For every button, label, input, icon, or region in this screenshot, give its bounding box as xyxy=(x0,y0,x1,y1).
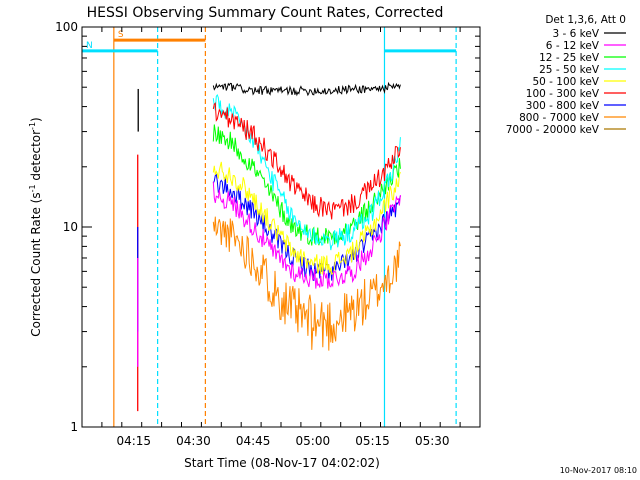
x-tick-label: 04:30 xyxy=(176,434,211,448)
footer-timestamp: 10-Nov-2017 08:10 xyxy=(560,466,637,475)
legend-label: 3 - 6 keV xyxy=(552,28,599,40)
y-tick-label: 100 xyxy=(55,20,78,34)
legend-label: 12 - 25 keV xyxy=(539,52,600,64)
legend-label: 300 - 800 keV xyxy=(526,100,600,112)
legend-label: 25 - 50 keV xyxy=(539,64,600,76)
series-line xyxy=(212,181,401,289)
x-tick-label: 05:00 xyxy=(296,434,331,448)
legend-label: 7000 - 20000 keV xyxy=(506,124,600,136)
legend-title: Det 1,3,6, Att 0 xyxy=(545,14,626,26)
flag-label: S xyxy=(118,30,124,40)
y-tick-label: 10 xyxy=(63,220,78,234)
y-axis: 1 10 100 xyxy=(55,20,480,434)
series-line xyxy=(212,161,401,276)
x-tick-label: 04:45 xyxy=(236,434,271,448)
x-tick-label: 04:15 xyxy=(116,434,151,448)
series-layer xyxy=(137,81,401,412)
chart-title: HESSI Observing Summary Count Rates, Cor… xyxy=(87,5,444,21)
legend-label: 6 - 12 keV xyxy=(546,40,600,52)
flag-label: N xyxy=(86,41,93,51)
series-line xyxy=(212,102,401,220)
series-line xyxy=(212,124,401,247)
legend-label: 100 - 300 keV xyxy=(526,88,600,100)
x-axis-label: Start Time (08-Nov-17 04:02:02) xyxy=(184,456,380,470)
observing-markers: SN xyxy=(82,27,457,427)
x-axis: 04:15 04:30 04:45 05:00 05:15 05:30 xyxy=(101,27,461,448)
series-line xyxy=(212,216,401,351)
x-tick-label: 05:15 xyxy=(355,434,390,448)
legend-label: 50 - 100 keV xyxy=(532,76,599,88)
legend-label: 800 - 7000 keV xyxy=(519,112,600,124)
y-tick-label: 1 xyxy=(70,420,78,434)
series-line xyxy=(212,81,401,97)
y-axis-label: Corrected Count Rate (s-1 detector-1) xyxy=(28,117,43,336)
x-tick-label: 05:30 xyxy=(415,434,450,448)
